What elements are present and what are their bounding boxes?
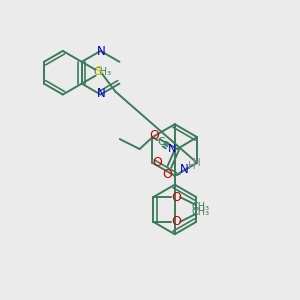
Text: O: O — [162, 168, 172, 181]
Text: O: O — [152, 156, 162, 170]
Text: O: O — [171, 190, 181, 204]
Text: O: O — [171, 215, 181, 228]
Text: N: N — [180, 163, 189, 176]
Text: O: O — [149, 129, 159, 142]
Text: H: H — [188, 161, 196, 171]
Text: CH₃: CH₃ — [93, 67, 112, 77]
Text: N: N — [97, 45, 106, 58]
Text: S: S — [94, 65, 103, 78]
Text: CH₃: CH₃ — [192, 202, 210, 212]
Text: CH₃: CH₃ — [192, 207, 210, 217]
Text: H: H — [193, 158, 200, 168]
Text: N: N — [168, 144, 176, 154]
Text: C: C — [158, 137, 165, 147]
Text: N: N — [97, 87, 106, 100]
